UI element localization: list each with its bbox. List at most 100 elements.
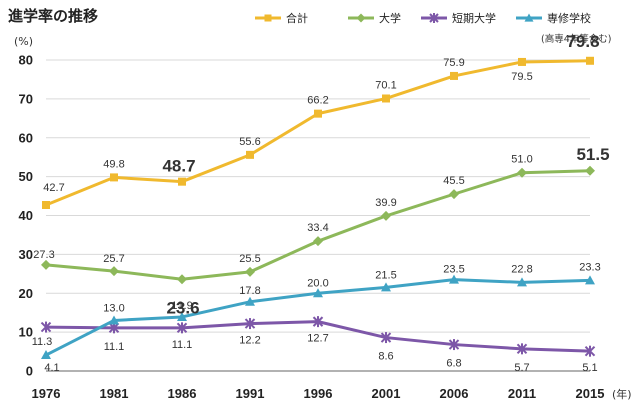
legend-label: 大学 [379,11,401,25]
y-tick-label: 20 [19,286,33,301]
data-point-marker [381,282,391,292]
data-point-marker [109,315,119,325]
legend-label: 短期大学 [452,11,496,25]
data-label: 79.8 [566,32,599,51]
data-point-marker [245,266,255,277]
data-point-marker [586,56,594,65]
legend-label: 合計 [286,11,308,25]
chart-title: 進学率の推移 [8,7,98,25]
data-label: 79.5 [511,71,532,83]
data-label: 5.7 [514,362,529,374]
data-label: 25.5 [239,253,260,265]
data-point-marker [449,274,459,284]
data-point-marker [516,343,528,355]
data-label: 12.7 [307,333,328,345]
data-point-marker [244,318,256,330]
data-point-marker [448,339,460,351]
data-point-marker [381,210,391,221]
data-point-marker [176,322,188,334]
data-point-marker [449,189,459,200]
data-label: 70.1 [375,79,396,91]
data-point-marker [518,57,526,66]
y-tick-label: 30 [19,247,33,262]
x-tick-label: 1976 [32,386,61,401]
data-point-marker [429,13,439,23]
data-label: 11.1 [104,341,125,353]
data-label: 11.1 [172,339,193,351]
data-point-marker [585,165,595,176]
data-point-marker [517,167,527,178]
data-label: 12.2 [239,335,260,347]
data-point-marker [40,321,52,333]
data-label: 39.9 [375,197,396,209]
y-tick-label: 60 [19,130,33,145]
data-label: 27.3 [33,249,54,261]
data-point-marker [110,173,118,182]
y-axis-unit: (%) [14,35,33,48]
y-tick-label: 0 [26,364,33,379]
data-label: 13.9 [171,300,192,312]
y-tick-label: 80 [19,53,33,68]
data-label: 23.3 [579,261,600,273]
data-label: 45.5 [443,175,464,187]
x-tick-label: 1996 [304,386,333,401]
data-point-marker [177,311,187,321]
x-axis-unit: (年) [612,387,632,401]
data-point-marker [524,13,534,22]
data-label: 20.0 [307,277,328,289]
legend-label: 専修学校 [547,11,591,25]
data-point-marker [245,296,255,306]
data-label: 23.6 [166,298,199,317]
y-tick-label: 40 [19,208,33,223]
y-tick-label: 50 [19,169,33,184]
x-tick-label: 2011 [508,386,536,401]
data-point-marker [41,259,51,270]
x-tick-label: 2001 [372,386,401,401]
data-point-marker [585,275,595,285]
series-layer [40,56,596,360]
data-point-marker [584,345,596,357]
data-labels: 42.7 49.8 48.7 55.6 66.2 70.1 75.9 79.5 79.8 27.3… [32,32,610,374]
x-tick-label: 1986 [168,386,197,401]
data-label: 13.0 [103,302,124,314]
data-point-marker [42,201,50,210]
data-label: 5.1 [582,362,597,374]
series-line [45,59,591,207]
data-point-marker [313,236,323,247]
x-tick-label: 1991 [236,386,265,401]
data-label: 48.7 [162,157,195,176]
data-label: 51.5 [576,145,609,164]
data-label: 4.1 [44,362,59,374]
x-tick-label: 1981 [100,386,129,401]
x-tick-label: 2015 [576,386,605,401]
legend-note: (高専4年等含む) [541,33,611,45]
data-label: 17.8 [239,285,260,297]
data-label: 25.7 [103,253,124,265]
data-point-marker [246,150,254,159]
data-label: 33.4 [307,222,328,234]
data-point-marker [109,266,119,277]
data-point-marker [380,332,392,344]
data-label: 23.5 [443,264,464,276]
data-label: 75.9 [443,57,464,69]
data-label: 11.3 [32,336,53,348]
axis-layer: 0 10 20 30 40 50 60 70 80 1976 1981 1986 1991 1996 200… [19,53,605,402]
y-tick-label: 10 [19,325,33,340]
data-point-marker [314,109,322,118]
data-label: 66.2 [307,95,328,107]
data-point-marker [41,350,51,360]
legend: 合計 大学 短期大学 専修学校 [255,11,591,25]
data-label: 8.6 [378,351,393,363]
data-label: 55.6 [239,136,260,148]
data-point-marker [178,177,186,186]
data-label: 42.7 [43,182,64,194]
data-label: 22.8 [511,263,532,275]
data-label: 51.0 [511,154,532,166]
data-point-marker [356,13,366,23]
data-point-marker [264,14,272,22]
data-point-marker [382,94,390,103]
data-point-marker [312,316,324,328]
data-point-marker [450,71,458,80]
y-tick-label: 70 [19,91,33,106]
